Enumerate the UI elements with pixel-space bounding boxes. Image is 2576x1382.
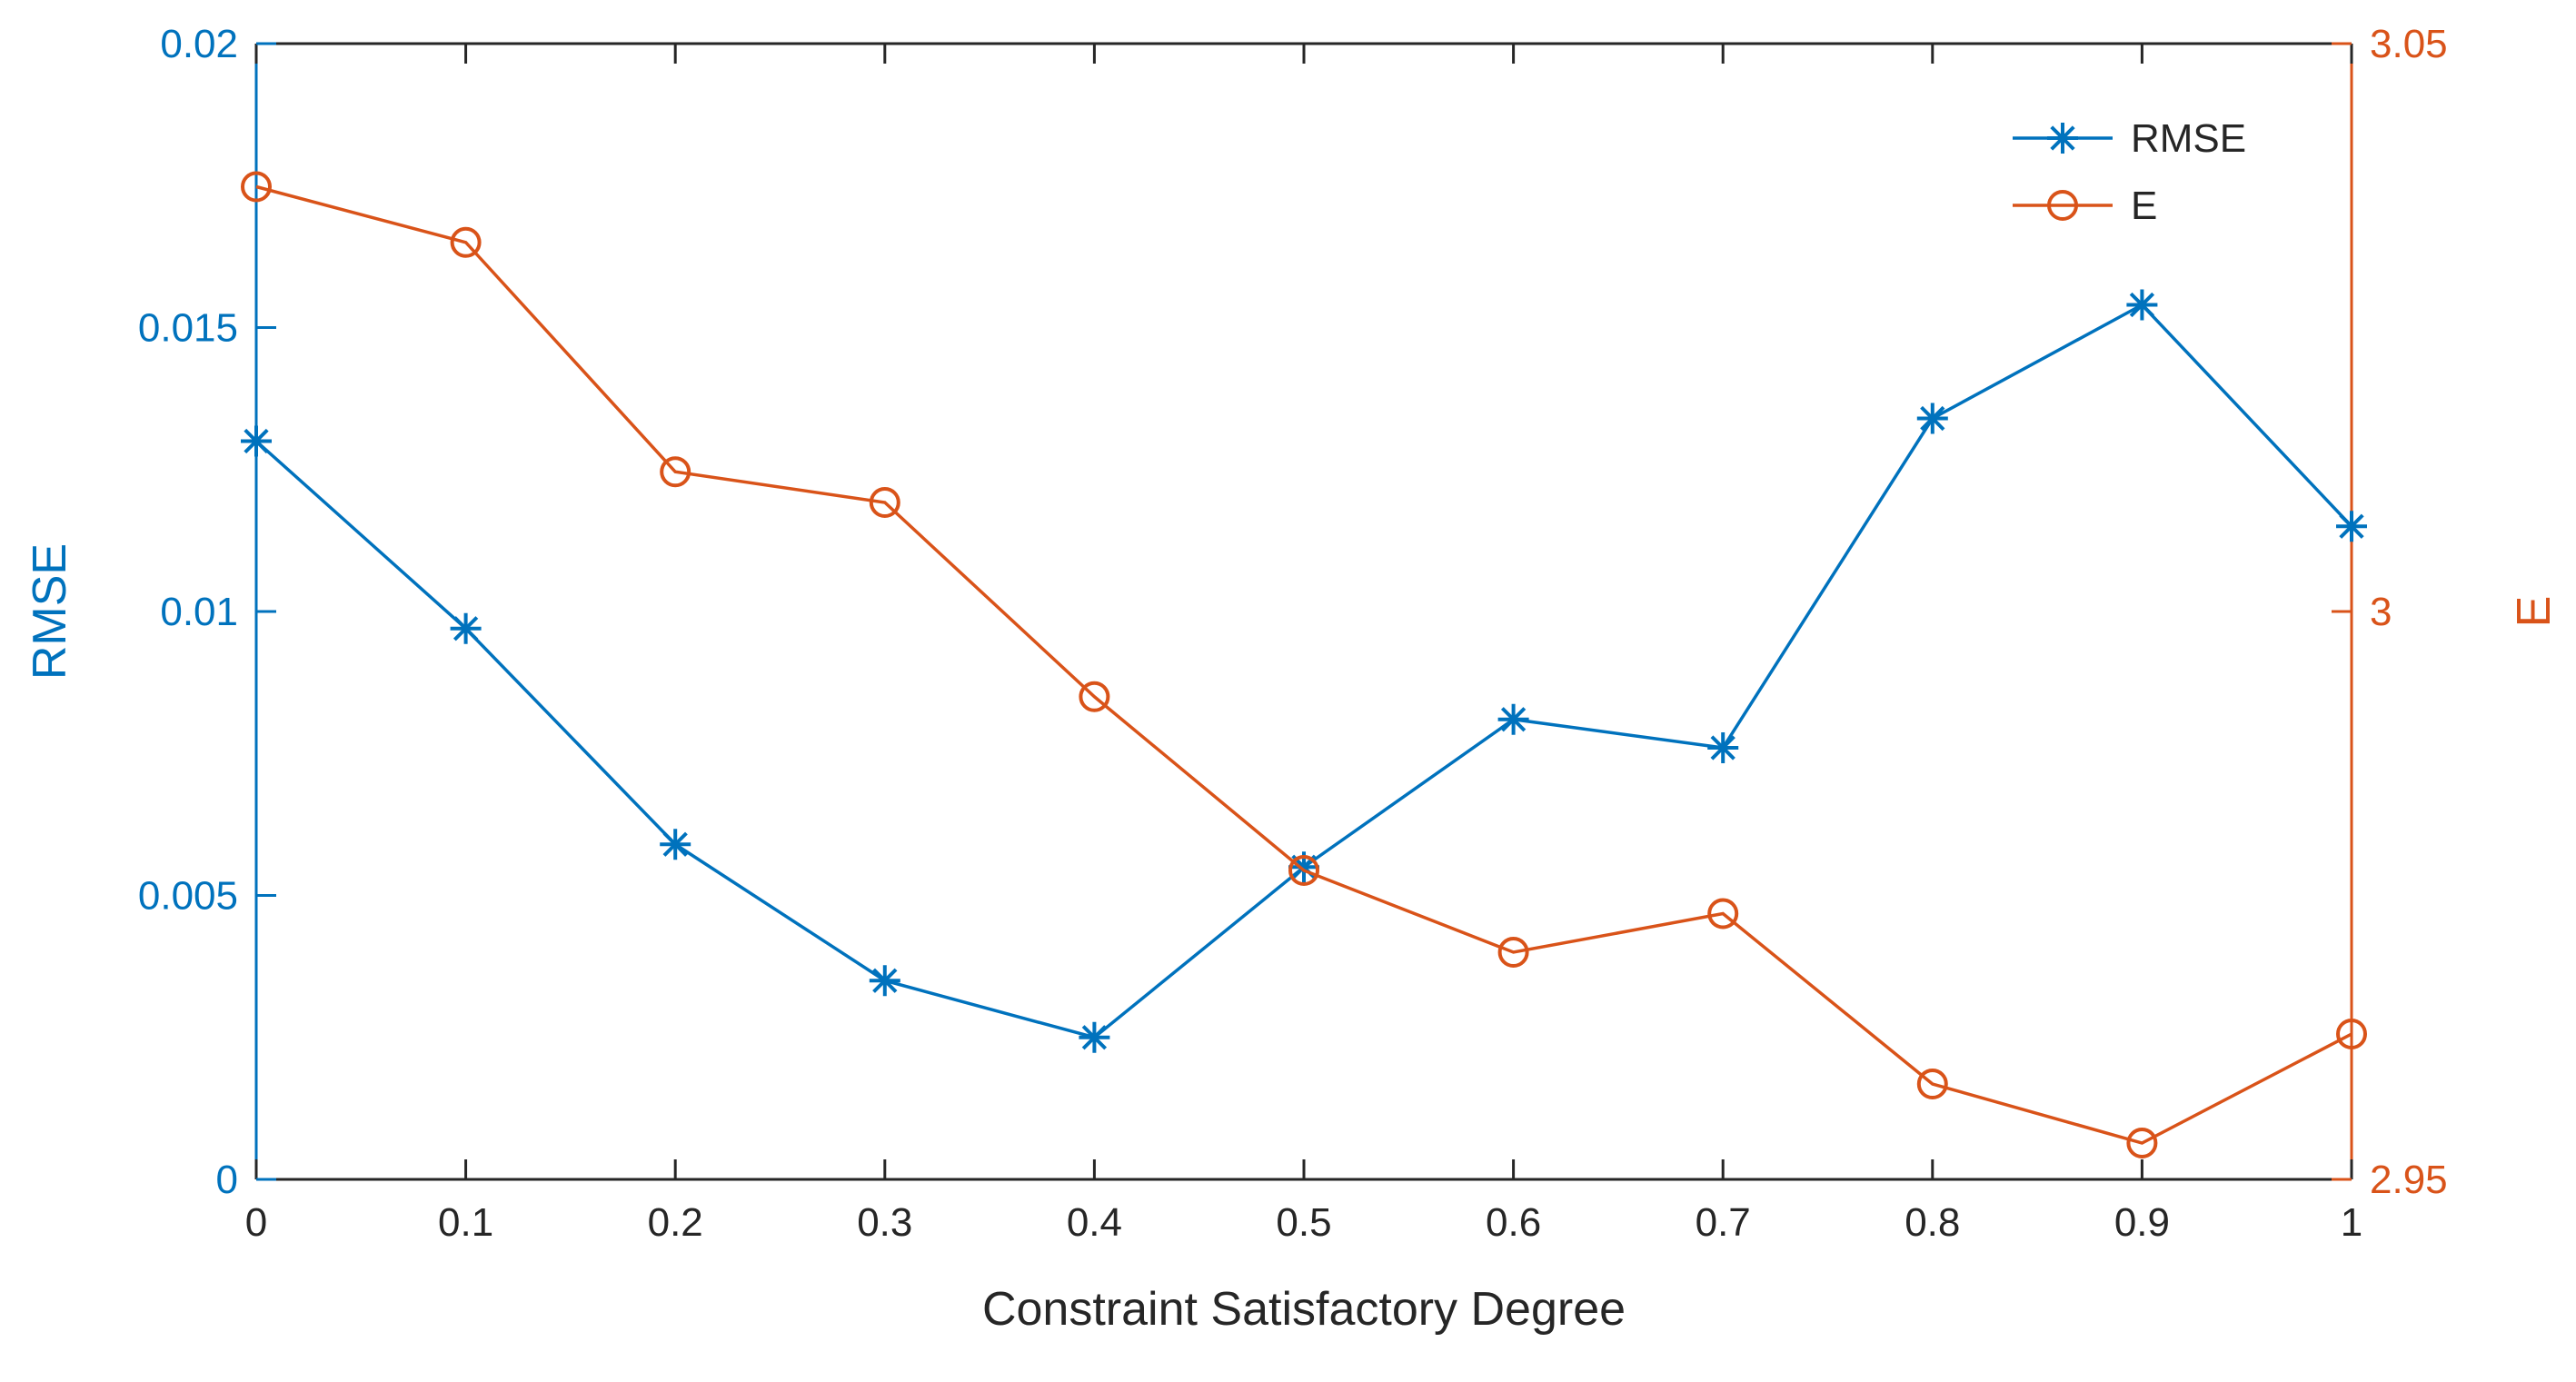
y-left-tick-label: 0.005 (138, 874, 238, 919)
legend-marker-e (2047, 190, 2078, 221)
x-tick-label: 0.4 (1067, 1200, 1122, 1245)
y-right-tick-label: 2.95 (2370, 1158, 2448, 1202)
point-rmse (2336, 511, 2367, 542)
point-e (1497, 937, 1529, 968)
x-tick-label: 0.9 (2114, 1200, 2170, 1245)
x-tick-label: 0.1 (438, 1200, 493, 1245)
x-tick-label: 1 (2341, 1200, 2362, 1245)
point-e (1079, 681, 1110, 712)
legend-label-e: E (2131, 184, 2157, 228)
x-tick-label: 0.8 (1905, 1200, 1960, 1245)
axes-layer: 0 0.1 0.2 0.3 0.4 0.5 0.6 0.7 0.8 0.9 1 0 0.005 0.01 0… (138, 22, 2448, 1245)
y-left-tick-label: 0.01 (160, 590, 238, 634)
point-rmse (1916, 403, 1948, 434)
y-right-tick-label: 3 (2370, 590, 2392, 634)
legend-marker-rmse (2047, 123, 2078, 154)
point-rmse (1079, 1021, 1110, 1053)
x-tick-label: 0.3 (857, 1200, 912, 1245)
point-rmse (450, 612, 482, 644)
point-rmse (1497, 703, 1529, 735)
point-e (660, 456, 691, 488)
legend-box (1994, 100, 2294, 245)
y-left-tick-label: 0.02 (160, 22, 238, 66)
point-rmse (2126, 289, 2158, 321)
legend-entry-e: E (2013, 184, 2157, 228)
y-axis-left-label: RMSE (24, 543, 76, 680)
point-rmse (241, 425, 272, 457)
x-tick-label: 0.6 (1486, 1200, 1541, 1245)
x-axis-label: Constraint Satisfactory Degree (982, 1283, 1626, 1336)
y-right-tick-label: 3.05 (2370, 22, 2448, 66)
legend: RMSE E (1994, 100, 2294, 245)
legend-entry-rmse: RMSE (2013, 116, 2246, 161)
x-tick-label: 0.2 (648, 1200, 703, 1245)
point-rmse (869, 965, 900, 997)
point-e (450, 226, 482, 258)
point-rmse (1707, 732, 1739, 763)
point-e (1288, 855, 1319, 886)
legend-label-rmse: RMSE (2131, 116, 2246, 161)
point-e (241, 171, 272, 203)
y-left-tick-label: 0.015 (138, 306, 238, 351)
point-rmse (660, 829, 691, 860)
point-e (2336, 1019, 2367, 1049)
x-tick-label: 0.5 (1276, 1200, 1331, 1245)
point-e (1916, 1069, 1948, 1099)
point-e (1707, 898, 1739, 930)
series-layer (241, 171, 2367, 1158)
x-tick-label: 0 (245, 1200, 267, 1245)
series-line-e (255, 184, 2352, 1145)
y-left-tick-label: 0 (216, 1158, 238, 1202)
y-axis-right-label: E (2508, 596, 2561, 628)
x-tick-label: 0.7 (1696, 1200, 1751, 1245)
point-e (869, 487, 900, 518)
point-e (2126, 1128, 2158, 1158)
